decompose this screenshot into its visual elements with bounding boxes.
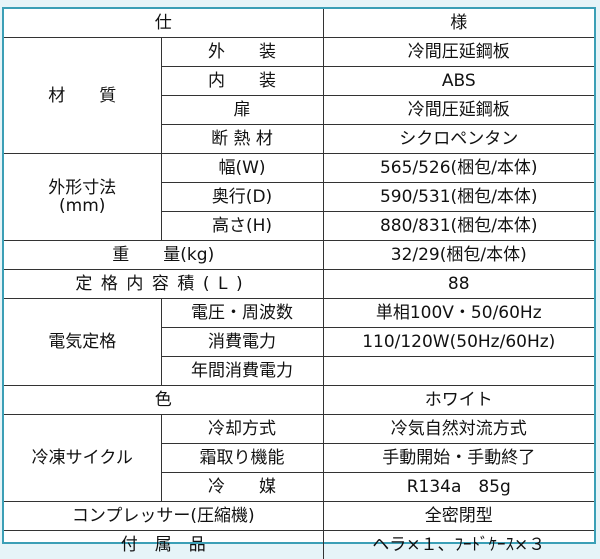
table-header-row: 仕 様 — [4, 9, 594, 38]
weight-label: 重 量(kg) — [4, 241, 323, 270]
table-row: 重 量(kg) 32/29(梱包/本体) — [4, 241, 594, 270]
row-value: シクロペンタン — [323, 125, 594, 154]
table-row: 材 質 外 装 冷間圧延鋼板 — [4, 38, 594, 67]
row-label: 断 熱 材 — [161, 125, 323, 154]
row-value: 手動開始・手動終了 — [323, 444, 594, 473]
dimensions-unit: (mm) — [4, 197, 161, 215]
row-value: 冷間圧延鋼板 — [323, 38, 594, 67]
row-label: 高さ(H) — [161, 212, 323, 241]
row-value: 590/531(梱包/本体) — [323, 183, 594, 212]
table-row: 外形寸法 (mm) 幅(W) 565/526(梱包/本体) — [4, 154, 594, 183]
header-value: 様 — [323, 9, 594, 38]
row-value: 565/526(梱包/本体) — [323, 154, 594, 183]
table-row: 冷凍サイクル 冷却方式 冷気自然対流方式 — [4, 415, 594, 444]
refrigeration-label: 冷凍サイクル — [4, 415, 161, 502]
row-value: R134a 85g — [323, 473, 594, 502]
dimensions-label: 外形寸法 (mm) — [4, 154, 161, 241]
row-value: 冷間圧延鋼板 — [323, 96, 594, 125]
electrical-label: 電気定格 — [4, 299, 161, 386]
accessories-label: 付 属 品 — [4, 531, 323, 559]
compressor-value: 全密閉型 — [323, 502, 594, 531]
row-label: 冷 媒 — [161, 473, 323, 502]
row-label: 電圧・周波数 — [161, 299, 323, 328]
spec-table: 仕 様 材 質 外 装 冷間圧延鋼板 内 装 ABS 扉 冷間圧延鋼板 断 熱 … — [4, 9, 594, 559]
accessories-value: ヘラ×１、ﾌｰﾄﾞｹｰｽ×３ — [323, 531, 594, 559]
table-row: コンプレッサー(圧縮機) 全密閉型 — [4, 502, 594, 531]
weight-value: 32/29(梱包/本体) — [323, 241, 594, 270]
dimensions-title: 外形寸法 — [4, 179, 161, 197]
capacity-value: 88 — [323, 270, 594, 299]
row-label: 扉 — [161, 96, 323, 125]
header-spec: 仕 — [4, 9, 323, 38]
row-label: 内 装 — [161, 67, 323, 96]
spec-table-frame: 仕 様 材 質 外 装 冷間圧延鋼板 内 装 ABS 扉 冷間圧延鋼板 断 熱 … — [2, 7, 596, 544]
table-row: 電気定格 電圧・周波数 単相100V・50/60Hz — [4, 299, 594, 328]
row-value: 冷気自然対流方式 — [323, 415, 594, 444]
row-value — [323, 357, 594, 386]
row-label: 幅(W) — [161, 154, 323, 183]
table-row: 付 属 品 ヘラ×１、ﾌｰﾄﾞｹｰｽ×３ — [4, 531, 594, 559]
compressor-label: コンプレッサー(圧縮機) — [4, 502, 323, 531]
color-value: ホワイト — [323, 386, 594, 415]
row-label: 霜取り機能 — [161, 444, 323, 473]
row-value: 110/120W(50Hz/60Hz) — [323, 328, 594, 357]
row-label: 奥行(D) — [161, 183, 323, 212]
capacity-label: 定格内容積(L) — [4, 270, 323, 299]
row-value: 880/831(梱包/本体) — [323, 212, 594, 241]
row-label: 年間消費電力 — [161, 357, 323, 386]
table-row: 色 ホワイト — [4, 386, 594, 415]
row-label: 冷却方式 — [161, 415, 323, 444]
row-label: 外 装 — [161, 38, 323, 67]
material-label: 材 質 — [4, 38, 161, 154]
row-value: ABS — [323, 67, 594, 96]
row-value: 単相100V・50/60Hz — [323, 299, 594, 328]
row-label: 消費電力 — [161, 328, 323, 357]
color-label: 色 — [4, 386, 323, 415]
table-row: 定格内容積(L) 88 — [4, 270, 594, 299]
